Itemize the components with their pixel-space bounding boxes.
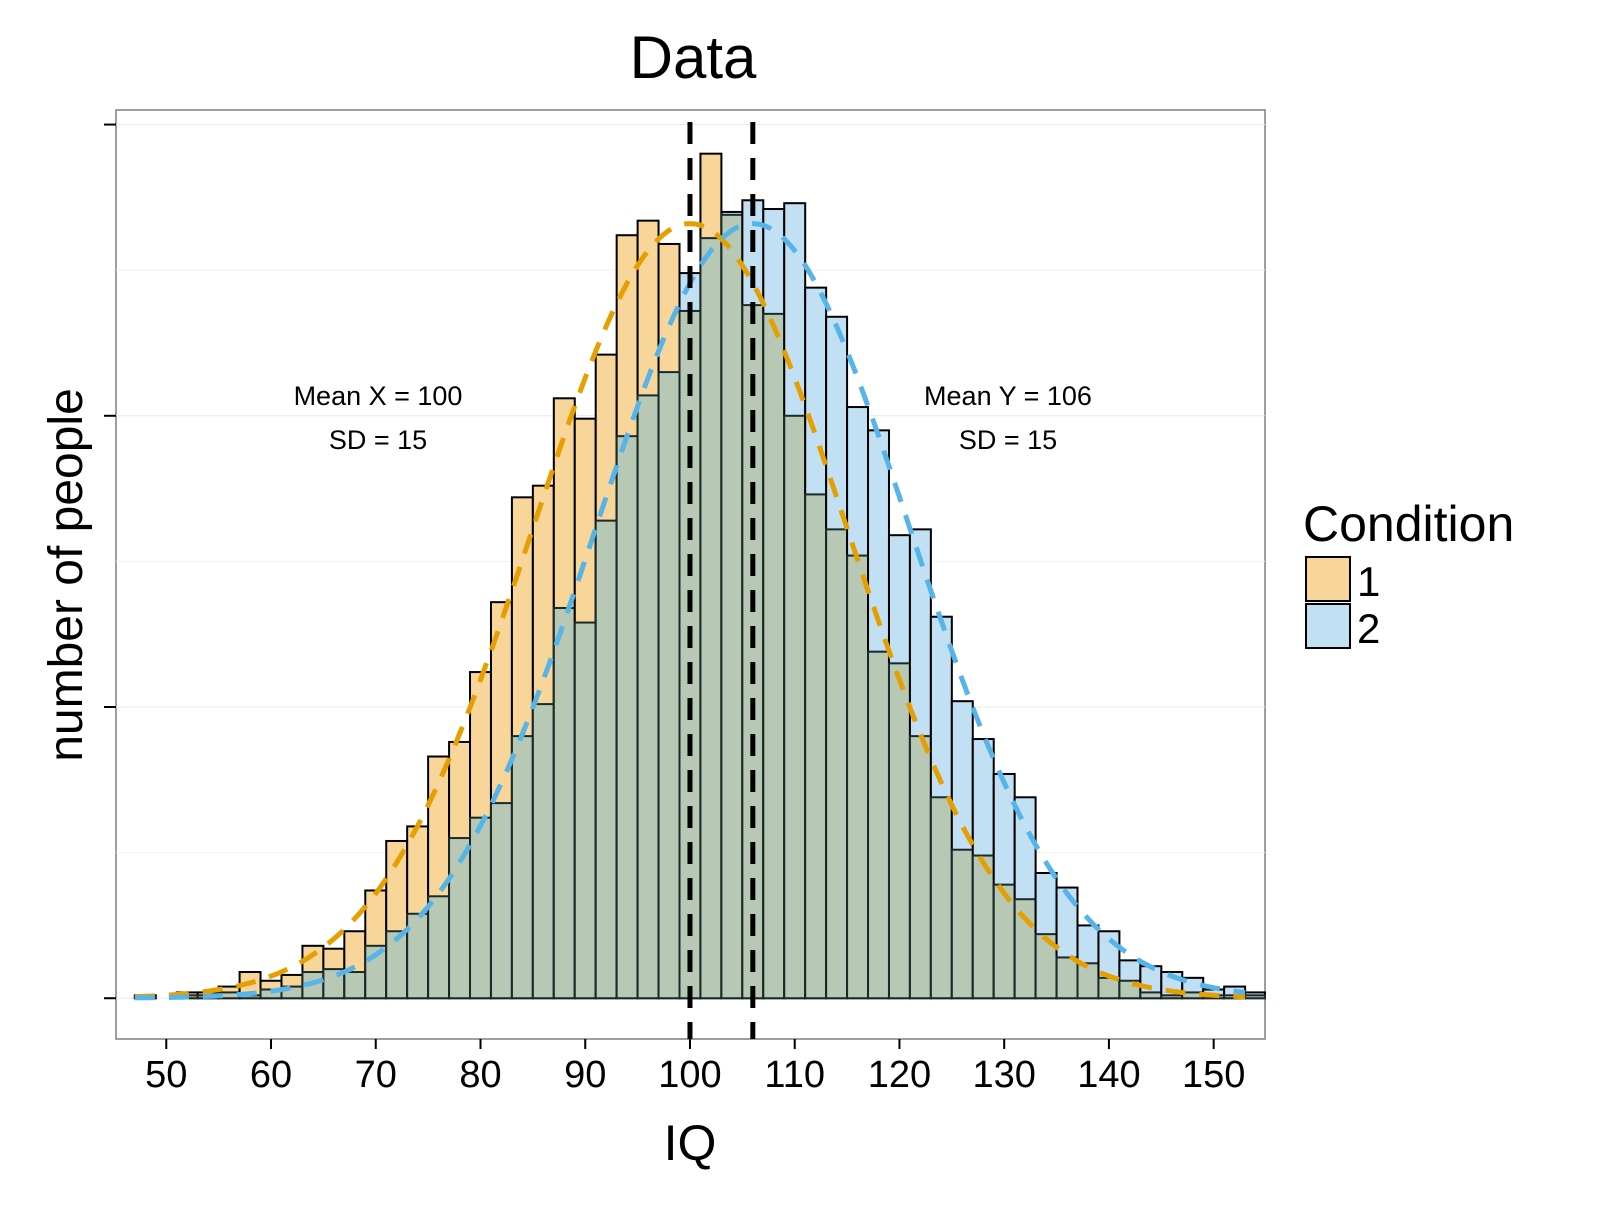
x-axis-label: IQ (664, 1115, 717, 1171)
bar-overlap (846, 554, 870, 1000)
bar-overlap (971, 854, 995, 1000)
bar-overlap (720, 213, 744, 1000)
bar-overlap (1055, 956, 1079, 1000)
bar-overlap (783, 414, 807, 1000)
bar-overlap (887, 662, 911, 1000)
bar-overlap (636, 394, 660, 1000)
x-tick-label: 90 (564, 1054, 606, 1096)
chart-title: Data (630, 24, 757, 91)
bar-overlap (657, 371, 681, 1000)
x-tick-label: 110 (764, 1054, 825, 1096)
bar-overlap (699, 237, 723, 1000)
bar-overlap (992, 883, 1016, 1000)
y-axis-ticks (104, 123, 116, 1000)
x-tick-label: 70 (355, 1054, 397, 1096)
bar-overlap (762, 312, 786, 1000)
legend: Condition 1 2 (1303, 496, 1514, 652)
bar-overlap (573, 621, 597, 1000)
bar-overlap (531, 703, 555, 1000)
legend-key-2 (1305, 603, 1351, 649)
bar-overlap (908, 735, 932, 1000)
bar-overlap (1076, 962, 1100, 1000)
x-tick-label: 150 (1182, 1054, 1245, 1096)
bar-overlap (343, 971, 367, 1000)
bar-overlap (510, 735, 534, 1000)
legend-label-1: 1 (1357, 558, 1380, 605)
bar-overlap (929, 796, 953, 1000)
bar-overlap (489, 802, 513, 1000)
bar-overlap (950, 848, 974, 1000)
annotation-y-mean: Mean Y = 106 (924, 381, 1092, 411)
annotation-x-mean: Mean X = 100 (294, 381, 463, 411)
legend-label-2: 2 (1357, 605, 1380, 652)
bar-overlap (1160, 994, 1184, 1000)
bar-overlap (615, 435, 639, 1000)
x-tick-label: 80 (459, 1054, 501, 1096)
bar-overlap (804, 493, 828, 1000)
bar-overlap (427, 895, 451, 1000)
bar-overlap (552, 606, 576, 1000)
bar-overlap (867, 650, 890, 1000)
legend-title: Condition (1303, 496, 1514, 552)
bar-overlap (406, 912, 430, 1000)
x-tick-label: 100 (658, 1054, 721, 1096)
annotation-x-sd: SD = 15 (329, 425, 427, 455)
mean-lines (687, 122, 756, 1039)
x-tick-label: 120 (868, 1054, 931, 1096)
x-tick-label: 60 (250, 1054, 292, 1096)
annotation-y-sd: SD = 15 (959, 425, 1057, 455)
legend-key-1 (1305, 556, 1351, 602)
annotations: Mean X = 100 SD = 15 Mean Y = 106 SD = 1… (294, 381, 1092, 455)
bar-overlap (1244, 994, 1267, 1000)
x-tick-label: 130 (972, 1054, 1035, 1096)
density-curve-condition-1 (134, 221, 1246, 1000)
x-tick-label: 50 (145, 1054, 187, 1096)
x-tick-label: 140 (1077, 1054, 1140, 1096)
histogram-bars (133, 152, 1267, 1000)
bar-overlap (825, 528, 849, 1000)
bar-overlap (594, 519, 618, 1000)
x-axis-ticks: 50 60 70 80 90 100 110 120 130 140 150 (145, 1039, 1245, 1096)
bar-overlap (469, 816, 492, 1000)
y-axis-label: number of people (40, 388, 93, 762)
bar-overlap (1139, 991, 1163, 1000)
